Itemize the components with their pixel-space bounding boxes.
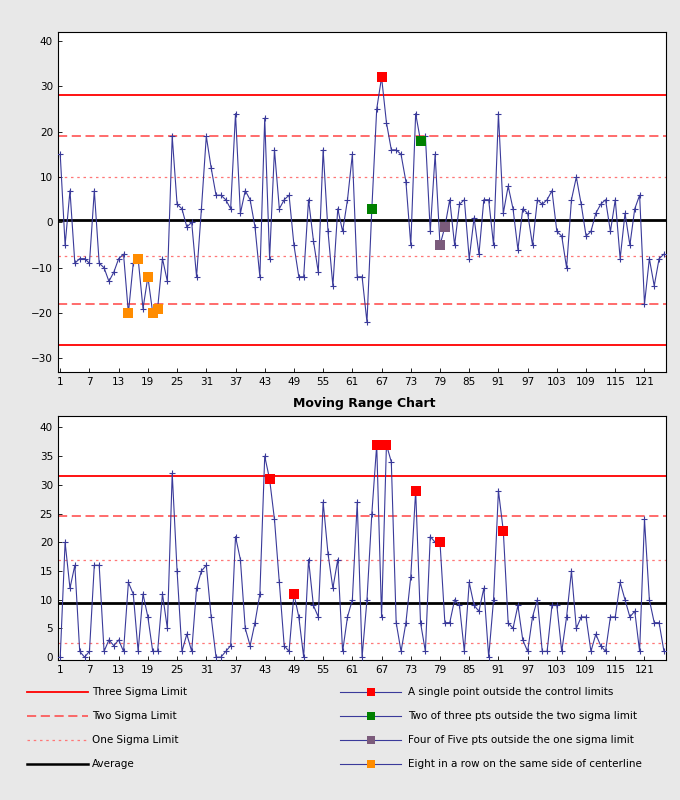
Text: Two of three pts outside the two sigma limit: Two of three pts outside the two sigma l… — [408, 711, 637, 721]
Text: Moving Range Chart: Moving Range Chart — [292, 398, 435, 410]
Text: Average: Average — [92, 759, 135, 769]
Text: Four of Five pts outside the one sigma limit: Four of Five pts outside the one sigma l… — [408, 735, 634, 745]
Text: Three Sigma Limit: Three Sigma Limit — [92, 687, 187, 697]
Text: Two Sigma Limit: Two Sigma Limit — [92, 711, 176, 721]
Text: Eight in a row on the same side of centerline: Eight in a row on the same side of cente… — [408, 759, 642, 769]
Text: One Sigma Limit: One Sigma Limit — [92, 735, 178, 745]
Text: A single point outside the control limits: A single point outside the control limit… — [408, 687, 613, 697]
